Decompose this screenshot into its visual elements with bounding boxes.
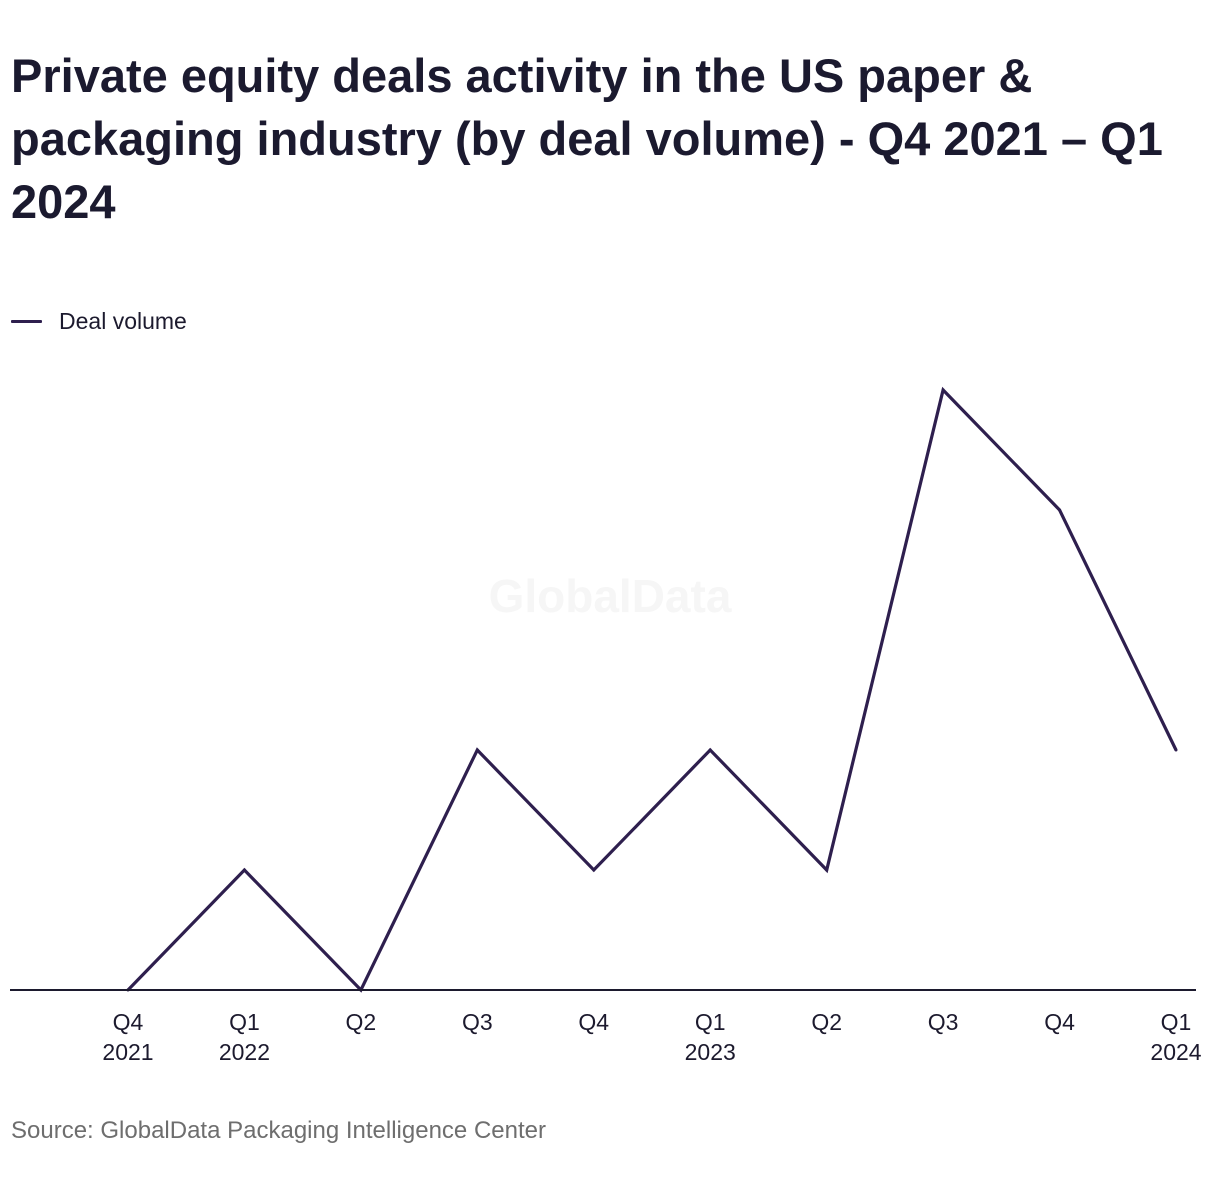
x-tick-label-year: 2024 xyxy=(1150,1039,1201,1065)
x-tick-label-year: 2022 xyxy=(219,1039,270,1065)
x-tick-label-year: 2021 xyxy=(102,1039,153,1065)
x-tick-label-quarter: Q4 xyxy=(578,1009,609,1035)
x-tick-label-quarter: Q4 xyxy=(1044,1009,1075,1035)
legend: Deal volume xyxy=(11,306,187,336)
data-point xyxy=(592,868,596,872)
data-point xyxy=(1174,748,1178,752)
x-tick-label-year: 2023 xyxy=(685,1039,736,1065)
legend-label-deal-volume: Deal volume xyxy=(59,307,187,334)
x-tick-label-quarter: Q2 xyxy=(811,1009,842,1035)
x-tick-label-quarter: Q1 xyxy=(695,1009,726,1035)
x-tick-label-quarter: Q3 xyxy=(928,1009,959,1035)
watermark: GlobalData xyxy=(489,570,732,622)
x-tick-label-quarter: Q2 xyxy=(346,1009,377,1035)
series-line-0 xyxy=(126,386,1178,993)
x-tick-label-quarter: Q3 xyxy=(462,1009,493,1035)
data-point xyxy=(1058,508,1062,512)
x-tick-label-quarter: Q1 xyxy=(229,1009,260,1035)
data-point xyxy=(941,388,945,392)
legend-swatch-deal-volume xyxy=(11,319,42,323)
x-tick-label-quarter: Q1 xyxy=(1161,1009,1192,1035)
data-point xyxy=(825,868,829,872)
source-note: Source: GlobalData Packaging Intelligenc… xyxy=(11,1117,546,1144)
x-axis-ticks: Q4 2021 Q1 2022 Q2 Q3 Q4 Q1 2023 Q2 Q3 Q4 Q1 2024 xyxy=(102,1009,1201,1065)
data-point xyxy=(708,748,712,752)
series-layer xyxy=(126,386,1178,993)
chart-title: Private equity deals activity in the US … xyxy=(11,49,1163,228)
x-tick-label-quarter: Q4 xyxy=(113,1009,144,1035)
data-point xyxy=(475,748,479,752)
data-point xyxy=(242,868,246,872)
